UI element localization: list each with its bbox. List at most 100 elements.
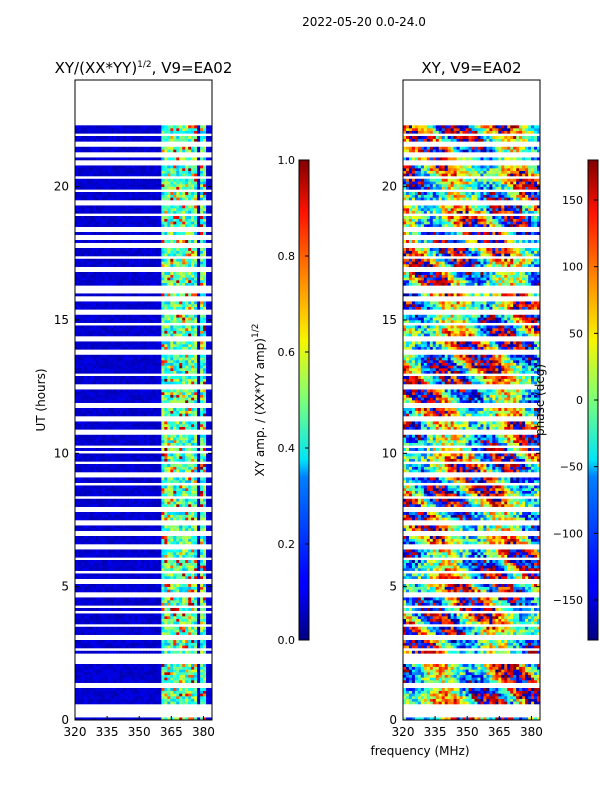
amp-cell [128,560,132,563]
amp-cell [89,565,94,569]
amp-cell [158,701,162,705]
amp-cell [143,453,147,457]
amp-cell [89,304,94,307]
amp-cell [104,456,109,459]
amp-cell [149,485,153,489]
amp-cell [98,360,103,363]
amp-cell [128,549,132,553]
amp-cell [152,424,156,427]
amp-cell [188,528,192,531]
amp-cell [116,608,121,611]
amp-cell [149,493,153,497]
amp-cell [206,560,210,563]
amp-cell [128,573,132,577]
amp-cell [194,477,198,481]
amp-cell [161,456,165,459]
amp-cell [200,576,204,579]
amp-cell [89,549,94,553]
amp-cell [203,424,207,427]
amp-cell [119,440,124,443]
amp-cell [140,440,144,443]
amp-cell [131,597,135,601]
amp-cell [131,573,135,577]
amp-cell [131,488,135,491]
amp-cell [140,421,144,425]
amp-cell [89,456,94,459]
amp-cell [95,650,100,654]
amp-cell [134,674,138,678]
amp-cell [134,528,138,531]
amp-cell [125,698,130,702]
amp-cell [116,693,121,697]
amp-cell [191,346,195,350]
amp-cell [80,442,85,446]
amp-cell [128,381,132,385]
amp-cell [86,632,91,635]
amp-cell [98,629,103,633]
amp-cell [206,632,210,635]
amp-cell [110,560,115,563]
amp-cell [116,517,121,521]
amp-cell [116,408,121,411]
amp-cell [161,672,165,675]
amp-cell [155,517,159,521]
amp-cell [143,674,147,678]
amp-cell [86,562,91,566]
amp-cell [179,365,183,369]
amp-cell [98,493,103,497]
amp-cell [101,480,106,483]
amp-cell [173,333,177,337]
amp-cell [149,538,153,542]
amp-cell [185,666,189,670]
amp-cell [107,680,112,683]
amp-cell [164,613,168,617]
amp-cell [170,528,174,531]
amp-cell [146,370,150,374]
amp-cell [161,394,165,398]
amp-row [75,581,212,584]
amp-cell [203,469,207,473]
amp-cell [140,552,144,555]
amp-cell [128,333,132,337]
amp-cell [143,568,147,571]
amp-cell [185,456,189,459]
amp-cell [107,536,112,539]
amp-cell [77,437,82,441]
amp-cell [119,672,124,675]
amp-cell [92,541,97,545]
amp-cell [86,490,91,494]
amp-cell [194,485,198,489]
amp-cell [164,400,168,403]
amp-cell [161,568,165,571]
amp-cell [131,717,135,720]
amp-cell [167,680,171,683]
amp-cell [164,333,168,337]
amp-cell [110,328,115,331]
amp-cell [194,456,198,459]
amp-cell [209,688,212,691]
amp-cell [143,696,147,699]
amp-cell [77,320,82,323]
amp-cell [167,536,171,539]
amp-cell [122,365,127,369]
amp-cell [86,306,91,310]
amp-cell [86,437,91,441]
amp-cell [188,608,192,611]
amp-cell [149,360,153,363]
amp-cell [170,552,174,555]
amp-cell [155,370,159,374]
amp-cell [155,600,159,603]
amp-cell [101,389,106,393]
amp-cell [131,480,135,483]
amp-cell [191,397,195,401]
amp-cell [116,317,121,321]
amp-cell [194,698,198,702]
amp-cell [131,442,135,446]
amp-cell [182,512,186,515]
amp-cell [125,317,130,321]
amp-cell [155,320,159,323]
amp-cell [113,677,118,681]
amp-cell [116,442,121,446]
amp-cell [206,626,210,630]
amp-cell [173,328,177,331]
